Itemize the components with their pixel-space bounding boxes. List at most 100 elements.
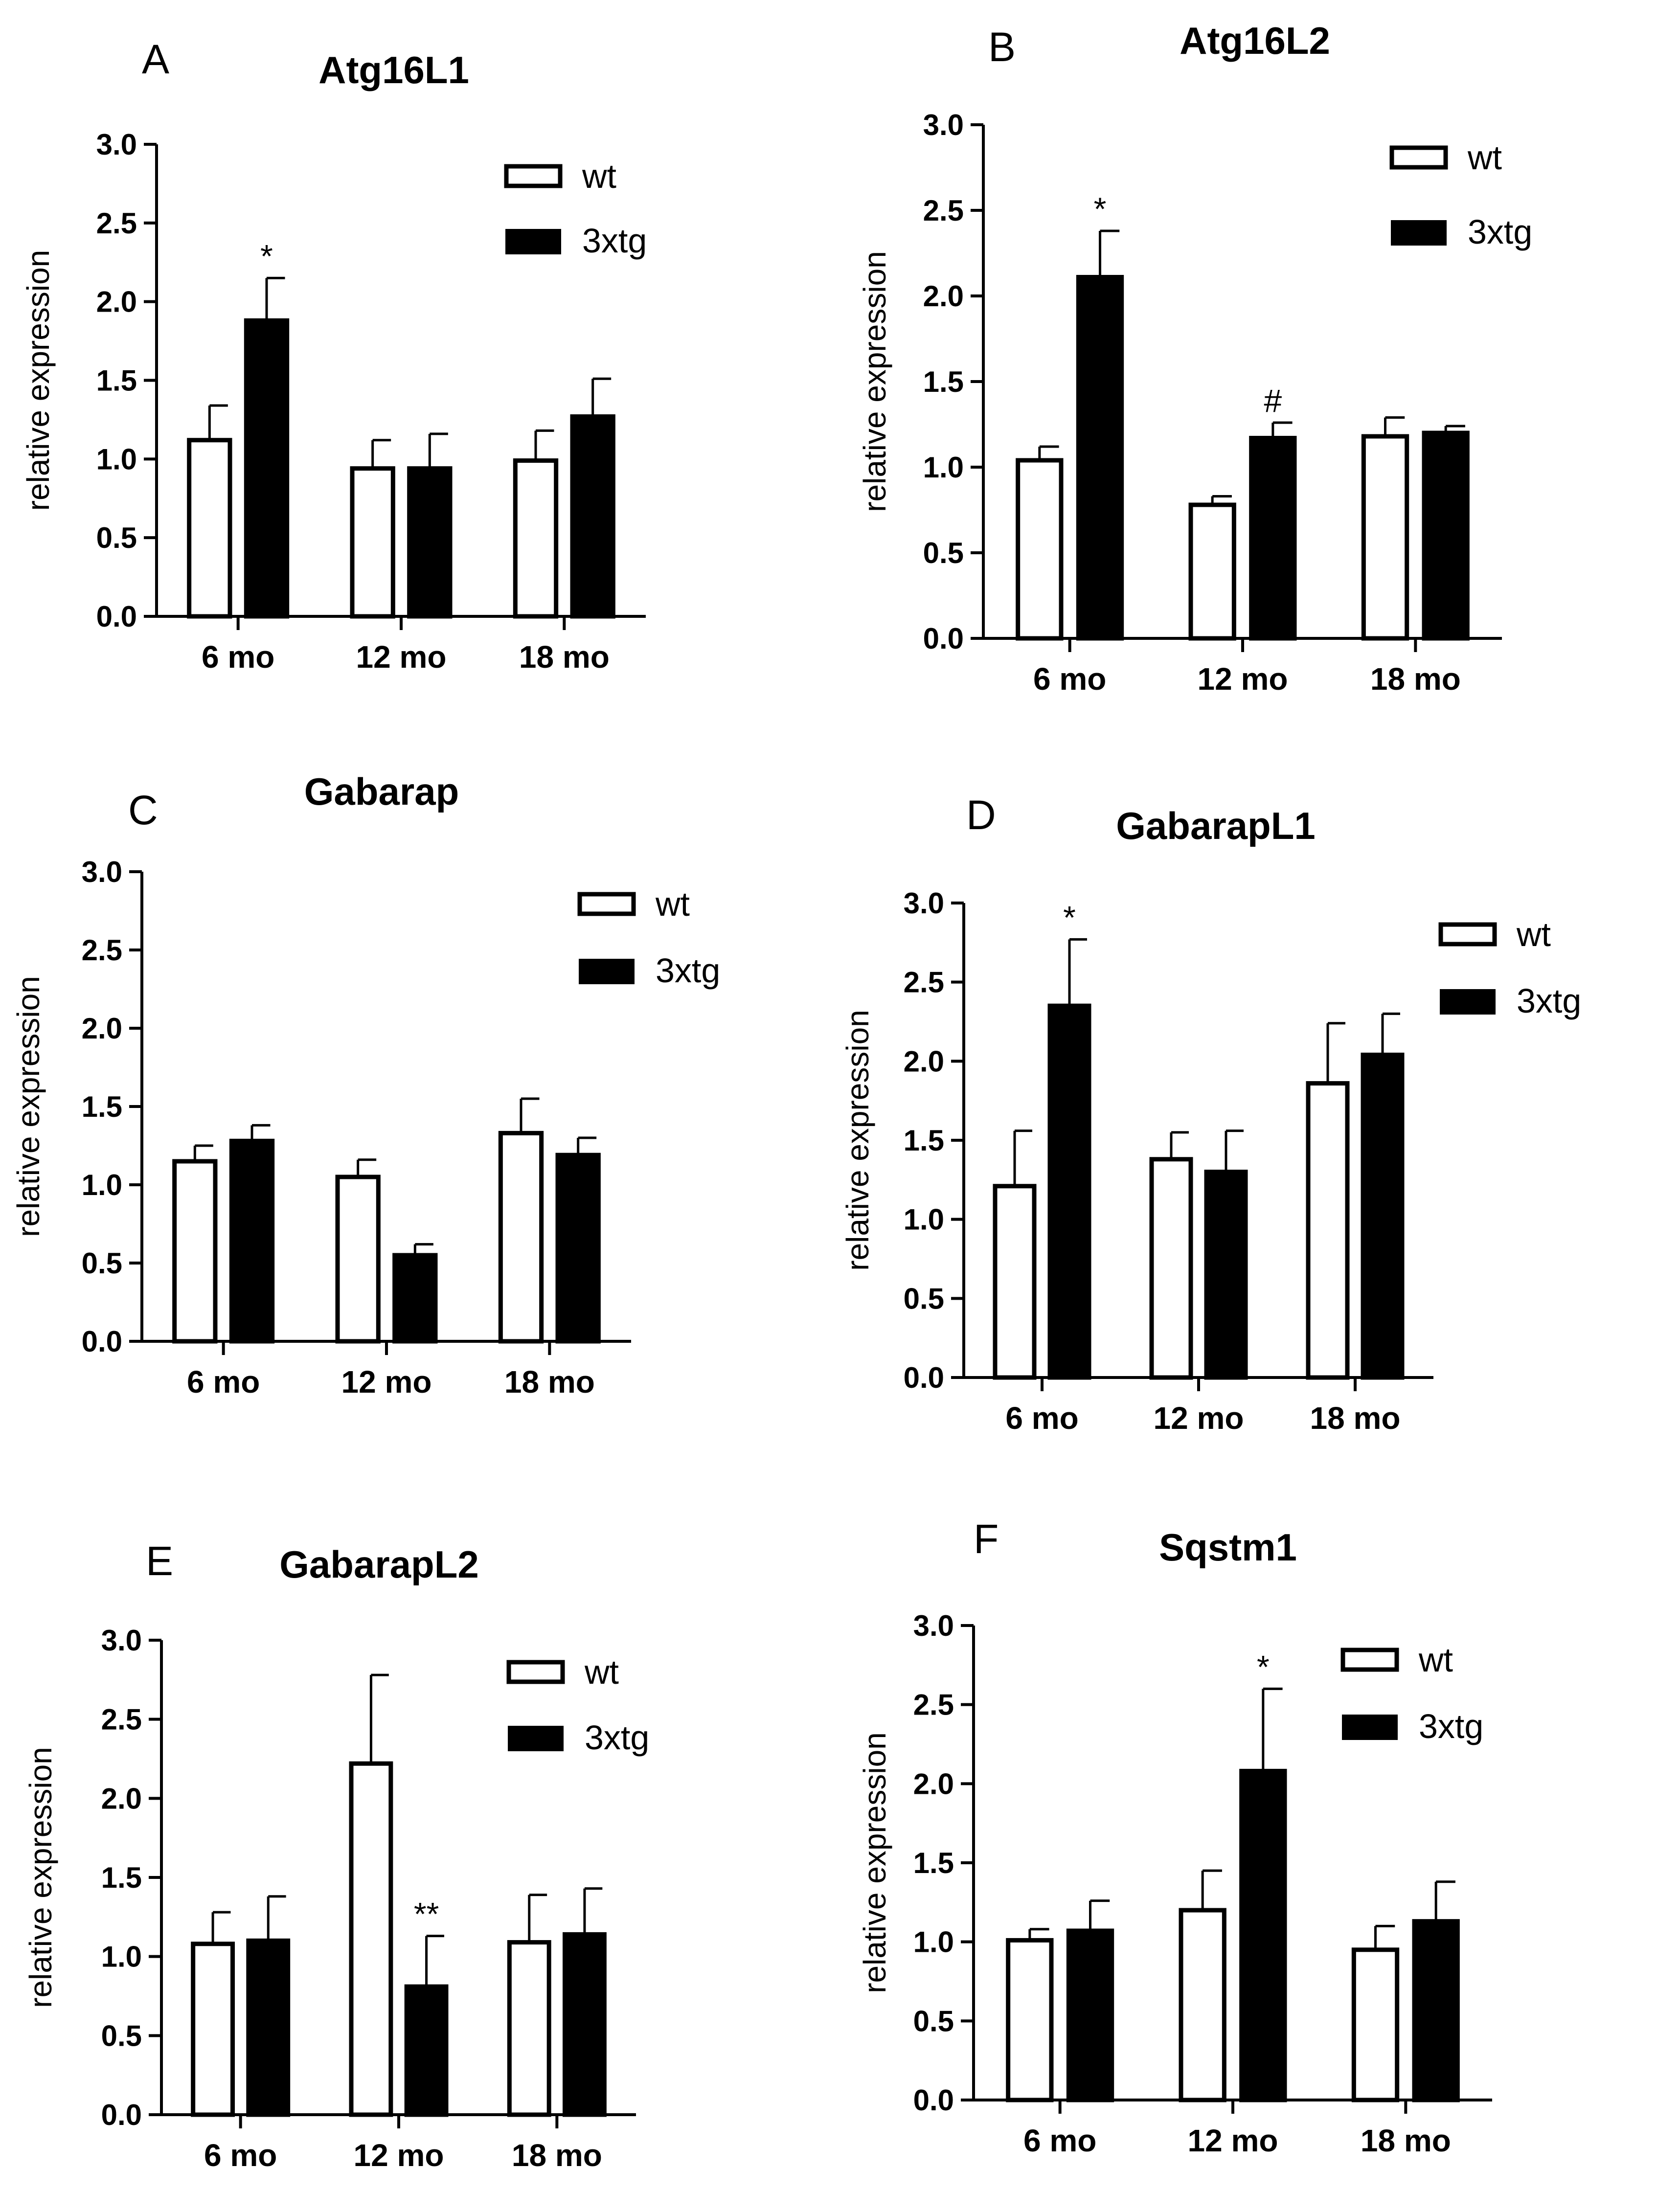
legend-label-wt: wt [584, 1653, 619, 1691]
bar-wt [507, 1940, 551, 2117]
bar-wt [498, 1130, 544, 1344]
panel-letter: B [988, 24, 1016, 70]
bar-3xtg [404, 1984, 449, 2117]
y-tick-label: 1.0 [96, 443, 137, 475]
bar-wt [335, 1175, 381, 1344]
legend-label-3xtg: 3xtg [1517, 982, 1581, 1020]
panel-letter: D [966, 792, 996, 838]
y-tick-label: 0.0 [923, 622, 964, 655]
y-tick-label: 0.0 [82, 1325, 122, 1358]
x-tick-label: 18 mo [1310, 1400, 1401, 1436]
bar-wt [513, 458, 559, 619]
y-tick-label: 0.5 [904, 1282, 944, 1315]
bar-3xtg [1249, 436, 1297, 641]
y-tick-label: 2.0 [904, 1045, 944, 1078]
y-tick-label: 2.5 [101, 1703, 142, 1736]
y-tick-label: 2.5 [96, 207, 137, 240]
chart-title: GabarapL2 [279, 1543, 478, 1586]
bar-3xtg [570, 414, 615, 619]
y-tick-label: 2.5 [904, 966, 944, 999]
y-tick-label: 3.0 [913, 1609, 954, 1642]
legend-swatch-3xtg [1391, 220, 1447, 246]
bar-wt [349, 1761, 393, 2117]
y-axis-label: relative expression [857, 1732, 892, 1993]
y-tick-label: 1.0 [923, 451, 964, 484]
legend-label-3xtg: 3xtg [582, 222, 647, 260]
y-tick-label: 1.5 [101, 1861, 142, 1894]
x-tick-label: 18 mo [1370, 661, 1461, 697]
y-tick-label: 3.0 [96, 128, 137, 161]
bar-wt [1188, 502, 1236, 641]
legend-swatch-wt [577, 892, 636, 916]
y-axis-label: relative expression [11, 976, 46, 1237]
legend-swatch-wt [1389, 145, 1448, 170]
chart-title: Gabarap [304, 770, 459, 813]
y-tick-label: 3.0 [904, 887, 944, 920]
y-tick-label: 1.0 [904, 1203, 944, 1236]
significance-marker: * [1063, 899, 1076, 935]
legend-swatch-3xtg [579, 959, 635, 984]
panel-letter: C [128, 787, 158, 833]
bar-3xtg [563, 1932, 607, 2117]
y-tick-label: 0.0 [913, 2084, 954, 2117]
x-tick-label: 6 mo [204, 2138, 277, 2173]
chart-title: Atg16L2 [1180, 19, 1330, 62]
y-tick-label: 0.0 [904, 1361, 944, 1394]
bar-3xtg [1361, 1052, 1405, 1380]
y-tick-label: 1.0 [82, 1169, 122, 1201]
panel-e: E GabarapL2 relative expression 0.0 0.5 1.0 1.… [23, 1538, 649, 2173]
y-tick-label: 0.5 [913, 2005, 954, 2037]
x-tick-label: 12 mo [354, 2138, 444, 2173]
y-axis-label: relative expression [857, 251, 892, 512]
chart-title: GabarapL1 [1116, 804, 1315, 847]
bar-wt [1149, 1157, 1193, 1380]
panel-letter: A [142, 36, 169, 82]
bar-wt [187, 438, 232, 619]
y-tick-label: 0.5 [96, 521, 137, 554]
x-tick-label: 18 mo [1361, 2123, 1451, 2158]
y-tick-label: 2.0 [101, 1782, 142, 1815]
bar-3xtg [1047, 1003, 1091, 1380]
legend-swatch-wt [1340, 1648, 1399, 1672]
y-tick-label: 1.5 [904, 1124, 944, 1157]
y-axis-label: relative expression [21, 250, 56, 511]
chart-title: Sqstm1 [1159, 1526, 1297, 1569]
bar-3xtg [1239, 1768, 1287, 2102]
legend-swatch-3xtg [505, 229, 561, 254]
significance-marker: * [1257, 1649, 1270, 1685]
bar-3xtg [392, 1253, 438, 1344]
y-tick-label: 3.0 [923, 109, 964, 141]
chart-title: Atg16L1 [318, 48, 469, 91]
x-tick-label: 6 mo [1023, 2123, 1096, 2158]
bar-3xtg [1412, 1919, 1460, 2102]
x-tick-label: 12 mo [1154, 1400, 1244, 1436]
y-tick-label: 3.0 [101, 1624, 142, 1657]
legend-swatch-3xtg [1440, 989, 1496, 1015]
y-axis-label: relative expression [840, 1010, 875, 1271]
y-tick-label: 0.0 [96, 600, 137, 633]
x-tick-label: 18 mo [519, 639, 610, 675]
legend-label-3xtg: 3xtg [656, 951, 720, 990]
x-tick-label: 18 mo [504, 1364, 595, 1400]
y-tick-label: 2.0 [82, 1012, 122, 1045]
bar-3xtg [1066, 1928, 1114, 2102]
legend-swatch-wt [504, 164, 563, 188]
legend-label-wt: wt [1418, 1641, 1453, 1679]
x-tick-label: 12 mo [1188, 2123, 1278, 2158]
bar-3xtg [1076, 275, 1124, 641]
x-tick-label: 6 mo [202, 639, 274, 675]
legend-swatch-3xtg [508, 1726, 564, 1751]
x-tick-label: 6 mo [1033, 661, 1106, 697]
x-tick-label: 12 mo [1198, 661, 1288, 697]
legend-label-3xtg: 3xtg [1419, 1707, 1483, 1745]
bar-wt [993, 1184, 1037, 1380]
bar-3xtg [1204, 1170, 1248, 1380]
bar-wt [1179, 1908, 1226, 2102]
legend-label-wt: wt [582, 157, 616, 195]
y-tick-label: 1.5 [913, 1847, 954, 1879]
y-tick-label: 0.5 [101, 2019, 142, 2052]
legend-label-wt: wt [655, 885, 690, 923]
panel-f: F Sqstm1 relative expression 0.0 0.5 1.0 1.5 2.… [857, 1516, 1492, 2158]
bar-wt [350, 466, 395, 619]
